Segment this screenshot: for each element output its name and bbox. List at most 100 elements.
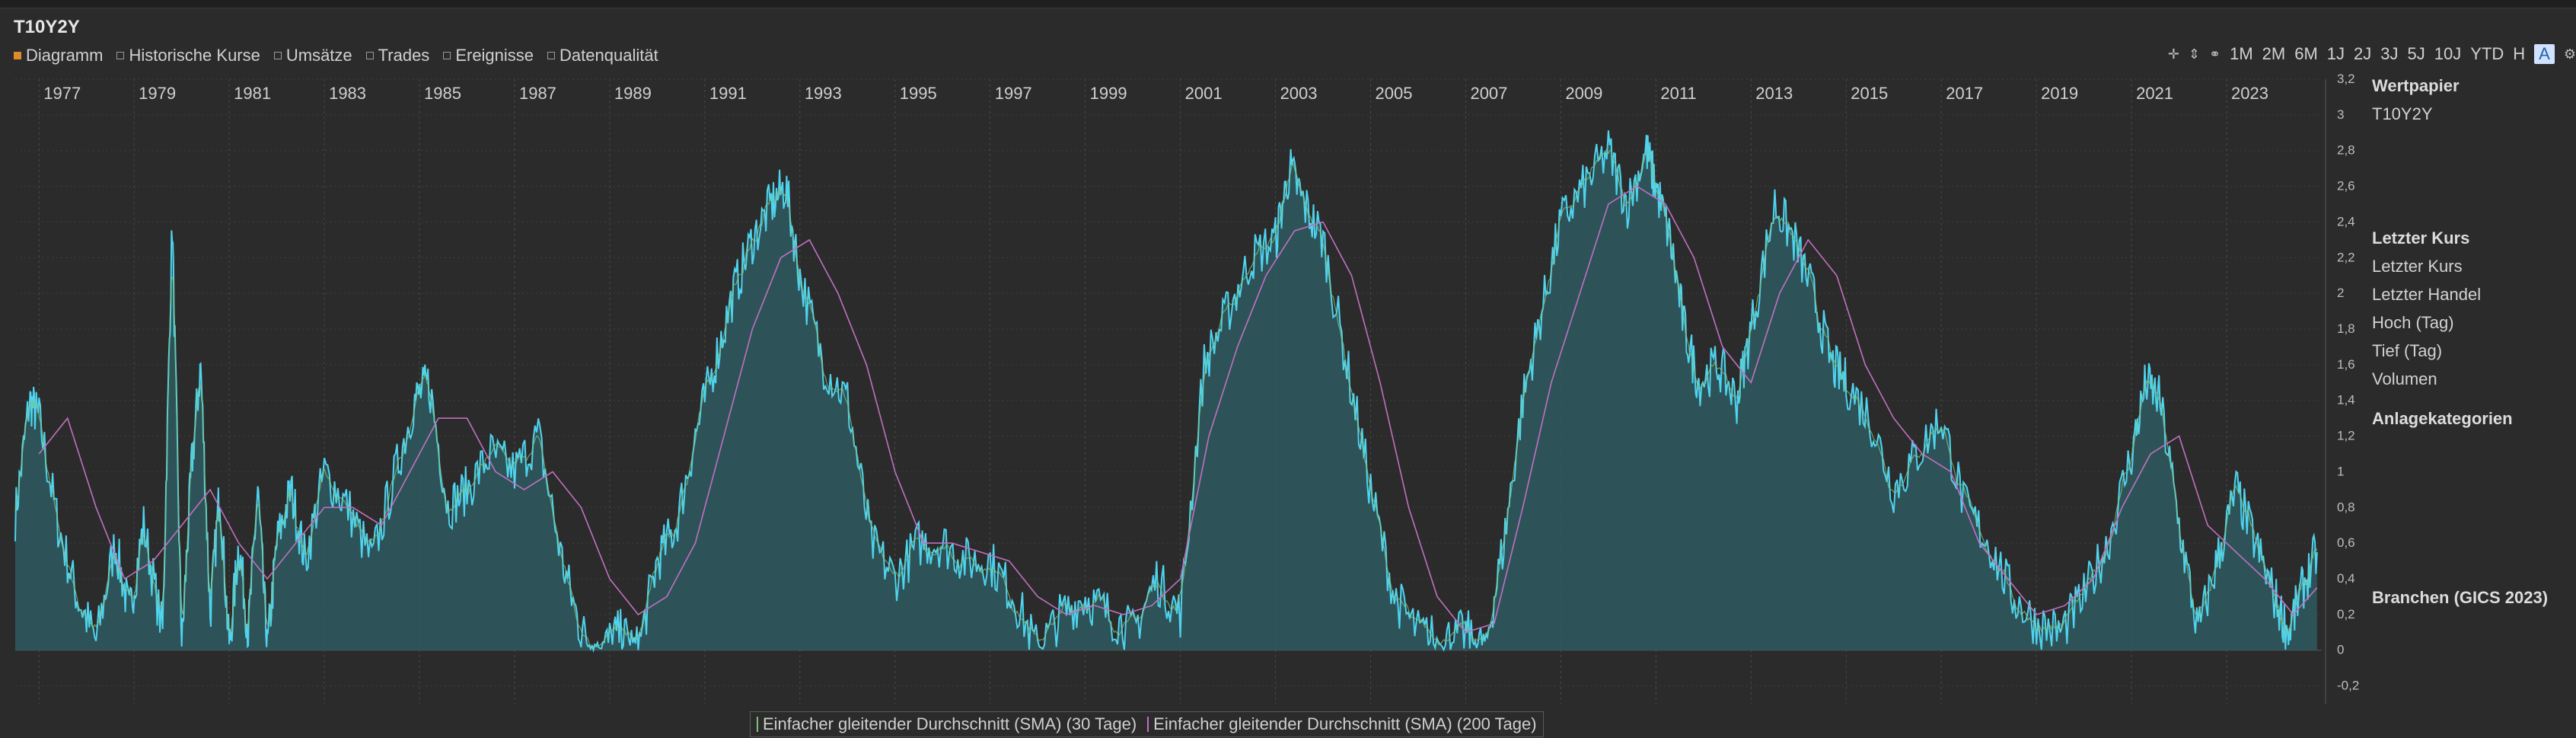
y-tick-label: 3	[2337, 107, 2344, 122]
y-tick-label: 1,8	[2337, 321, 2355, 336]
tab-label: Historische Kurse	[129, 46, 260, 65]
x-tick-label: 1979	[139, 84, 176, 103]
letzter-kurs-heading: Letzter Kurs	[2372, 228, 2470, 248]
chart-toolbar: ✛ ⇕ ⚭ 1M 2M 6M 1J 2J 3J 5J 10J YTD H A ⚙	[2168, 44, 2576, 64]
x-tick-label: 2023	[2231, 84, 2268, 103]
tab-label: Ereignisse	[455, 46, 534, 65]
view-tabs: Diagramm Historische Kurse Umsätze Trades Er…	[14, 46, 658, 65]
x-tick-label: 1983	[329, 84, 366, 103]
gear-icon[interactable]: ⚙	[2563, 46, 2576, 62]
tab-indicator-icon	[116, 52, 125, 59]
x-tick-label: 1999	[1090, 84, 1127, 103]
x-tick-label: 2009	[1565, 84, 1602, 103]
x-tick-label: 2021	[2136, 84, 2173, 103]
tab-indicator-icon	[365, 52, 374, 59]
wertpapier-heading: Wertpapier	[2372, 76, 2460, 95]
range-button-h[interactable]: H	[2513, 44, 2526, 63]
y-tick-label: 1,4	[2337, 393, 2355, 407]
tab-trades[interactable]: Trades	[365, 46, 430, 65]
x-tick-label: 2013	[1755, 84, 1793, 103]
y-tick-label: 0,8	[2337, 500, 2355, 514]
y-tick-label: -0,2	[2337, 679, 2359, 693]
tab-indicator-icon	[443, 52, 451, 59]
x-tick-label: 2001	[1185, 84, 1223, 103]
tab-diagramm[interactable]: Diagramm	[14, 46, 103, 65]
x-tick-label: 2017	[1946, 84, 1983, 103]
tab-datenqualität[interactable]: Datenqualität	[547, 46, 658, 65]
tab-ereignisse[interactable]: Ereignisse	[443, 46, 534, 65]
x-tick-label: 1995	[900, 84, 937, 103]
info-row-hoch: Hoch (Tag)	[2372, 313, 2454, 332]
link-icon[interactable]: ⚭	[2209, 46, 2221, 62]
x-tick-label: 1981	[234, 84, 271, 103]
y-tick-label: 0,6	[2337, 535, 2355, 550]
x-tick-label: 2011	[1660, 84, 1696, 103]
x-tick-label: 1991	[709, 84, 747, 103]
info-row-letzter-kurs: Letzter Kurs	[2372, 257, 2463, 276]
scale-icon[interactable]: ⇕	[2188, 46, 2201, 62]
sma-200-line	[38, 185, 2318, 634]
legend-item[interactable]: Einfacher gleitender Durchschnitt (SMA) …	[757, 714, 1137, 734]
range-button-6m[interactable]: 6M	[2294, 44, 2318, 63]
tab-label: Trades	[378, 46, 430, 65]
sma-30-line	[14, 148, 2318, 647]
tab-historische-kurse[interactable]: Historische Kurse	[116, 46, 260, 65]
y-tick-label: 2,6	[2337, 179, 2355, 193]
tab-umsätze[interactable]: Umsätze	[273, 46, 352, 65]
legend-label: Einfacher gleitender Durchschnitt (SMA) …	[1153, 714, 1537, 733]
series-area	[15, 130, 2317, 650]
y-tick-label: 2	[2337, 286, 2344, 300]
y-tick-label: 1,2	[2337, 429, 2355, 443]
tab-label: Datenqualität	[560, 46, 658, 65]
x-tick-label: 2019	[2041, 84, 2078, 103]
wertpapier-value: T10Y2Y	[2372, 104, 2433, 123]
x-tick-label: 2015	[1851, 84, 1888, 103]
y-tick-label: 2,4	[2337, 214, 2355, 228]
x-tick-label: 1977	[43, 84, 81, 103]
legend-swatch	[1147, 717, 1149, 732]
anlagekategorien-heading: Anlagekategorien	[2372, 409, 2513, 428]
branchen-heading: Branchen (GICS 2023)	[2372, 588, 2549, 607]
y-tick-label: 3,2	[2337, 72, 2355, 86]
tab-indicator-icon	[14, 52, 21, 59]
info-row-letzter-handel: Letzter Handel	[2372, 285, 2482, 304]
range-button-2m[interactable]: 2M	[2262, 44, 2286, 63]
y-tick-label: 0,4	[2337, 571, 2355, 586]
y-tick-label: 1	[2337, 464, 2344, 478]
y-tick-label: 2,2	[2337, 250, 2355, 264]
range-button-2j[interactable]: 2J	[2354, 44, 2372, 63]
range-button-1m[interactable]: 1M	[2230, 44, 2253, 63]
x-tick-label: 1997	[995, 84, 1032, 103]
x-tick-label: 2005	[1376, 84, 1413, 103]
crosshair-icon[interactable]: ✛	[2167, 46, 2179, 62]
range-button-a[interactable]: A	[2534, 44, 2555, 64]
info-row-volumen: Volumen	[2372, 369, 2437, 388]
range-button-3j[interactable]: 3J	[2380, 44, 2399, 63]
range-button-5j[interactable]: 5J	[2407, 44, 2425, 63]
x-tick-label: 1989	[614, 84, 652, 103]
info-row-tief: Tief (Tag)	[2372, 341, 2443, 360]
y-tick-label: 2,8	[2337, 143, 2355, 158]
legend-item[interactable]: Einfacher gleitender Durchschnitt (SMA) …	[1147, 714, 1537, 734]
y-tick-label: 0	[2337, 643, 2344, 657]
range-button-10j[interactable]: 10J	[2434, 44, 2462, 63]
x-tick-label: 2007	[1470, 84, 1507, 103]
range-button-ytd[interactable]: YTD	[2470, 44, 2504, 63]
x-tick-label: 1993	[805, 84, 842, 103]
x-tick-label: 1987	[519, 84, 556, 103]
chart-legend: Einfacher gleitender Durchschnitt (SMA) …	[750, 711, 1544, 737]
legend-label: Einfacher gleitender Durchschnitt (SMA) …	[763, 714, 1137, 733]
window-top-bar	[0, 0, 2576, 8]
y-tick-label: 0,2	[2337, 607, 2355, 621]
chart-area[interactable]: 3,2 3 2,8 2,6 2,4 2,2 2 1,8 1,6 1,4 1,2 1 0,8 0,6 0,4 0…	[0, 72, 2576, 711]
tab-indicator-icon	[273, 52, 282, 59]
tab-indicator-icon	[547, 52, 556, 59]
x-tick-label: 2003	[1280, 84, 1318, 103]
tab-label: Diagramm	[26, 46, 104, 65]
y-tick-label: 1,6	[2337, 357, 2355, 372]
legend-swatch	[757, 717, 758, 732]
tab-label: Umsätze	[285, 46, 352, 65]
x-tick-label: 1985	[424, 84, 461, 103]
range-button-1j[interactable]: 1J	[2326, 44, 2345, 63]
page-title: T10Y2Y	[14, 17, 80, 37]
